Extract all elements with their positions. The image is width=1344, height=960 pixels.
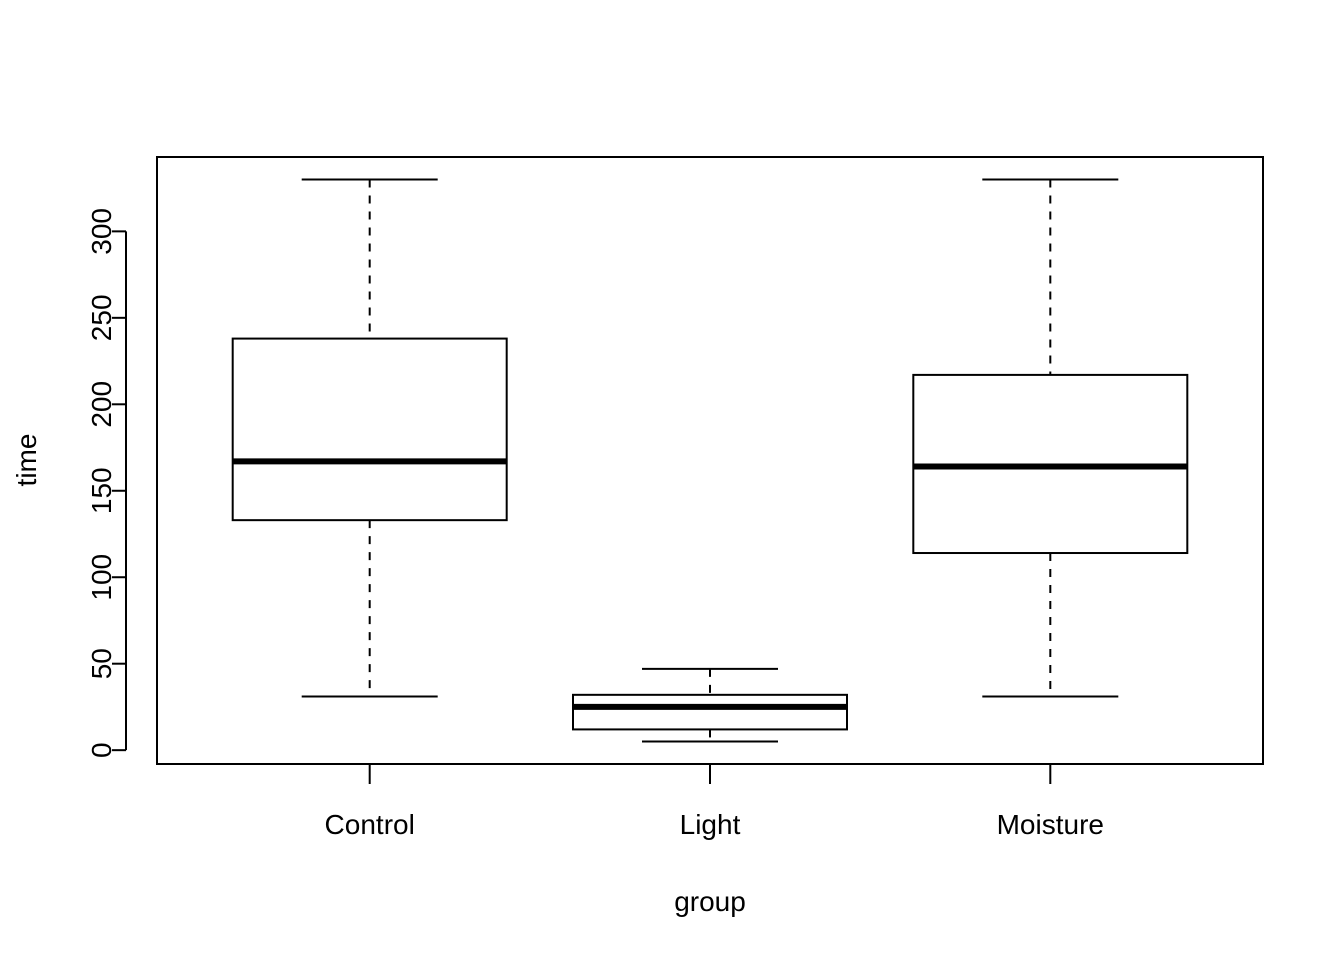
iqr-box-light (572, 693, 848, 731)
y-tick-label-200: 200 (86, 381, 117, 428)
x-tick-label-control: Control (325, 809, 415, 840)
box-moisture (912, 178, 1189, 698)
y-tick-label-100: 100 (86, 554, 117, 601)
y-axis: 0 50 100 150 200 250 300 (86, 208, 127, 758)
x-axis-title: group (674, 886, 746, 917)
box-light (572, 667, 848, 743)
y-tick-label-150: 150 (86, 467, 117, 514)
x-tick-label-light: Light (680, 809, 741, 840)
y-tick-label-300: 300 (86, 208, 117, 255)
iqr-box-control (231, 337, 508, 522)
x-axis: Control Light Moisture (325, 764, 1104, 840)
box-control (231, 178, 508, 698)
x-tick-label-moisture: Moisture (997, 809, 1104, 840)
y-tick-label-0: 0 (86, 742, 117, 758)
boxes-layer (231, 178, 1189, 743)
y-tick-label-50: 50 (86, 648, 117, 679)
y-tick-label-250: 250 (86, 294, 117, 341)
y-axis-title: time (11, 434, 42, 487)
